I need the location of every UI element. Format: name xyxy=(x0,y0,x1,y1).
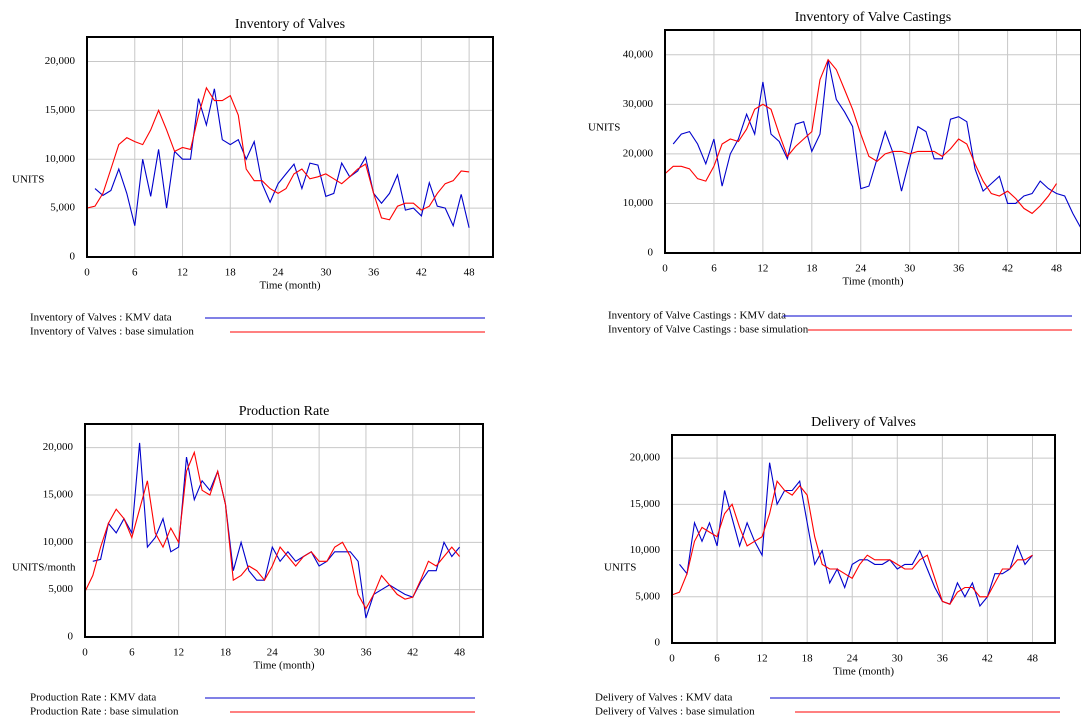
series-line xyxy=(679,462,1033,608)
plot-frame xyxy=(84,423,484,638)
y-tick-label: 0 xyxy=(70,251,76,263)
x-tick-label: 30 xyxy=(314,647,326,659)
y-axis-label: UNITS/month xyxy=(12,562,76,574)
plot-frame xyxy=(664,29,1081,254)
legend-label: Inventory of Valve Castings : KMV data xyxy=(608,310,786,322)
x-tick-label: 0 xyxy=(662,263,668,275)
x-tick-label: 42 xyxy=(1002,263,1013,275)
y-axis-label: UNITS xyxy=(604,562,636,574)
x-tick-label: 24 xyxy=(847,653,859,665)
x-axis-label: Time (month) xyxy=(842,276,903,288)
chart-title: Inventory of Valves xyxy=(235,17,345,32)
x-tick-label: 48 xyxy=(1027,653,1039,665)
x-axis-label: Time (month) xyxy=(833,666,894,678)
y-tick-label: 20,000 xyxy=(43,441,74,453)
x-tick-label: 36 xyxy=(953,263,965,275)
x-axis-label: Time (month) xyxy=(259,280,320,292)
x-tick-label: 0 xyxy=(84,267,90,279)
y-tick-label: 0 xyxy=(655,637,661,649)
chart-title: Inventory of Valve Castings xyxy=(795,10,951,25)
y-tick-label: 40,000 xyxy=(623,48,654,60)
legend-label: Production Rate : KMV data xyxy=(30,692,156,704)
x-tick-label: 12 xyxy=(757,263,768,275)
legend-label: Inventory of Valve Castings : base simul… xyxy=(608,324,809,336)
x-tick-label: 6 xyxy=(714,653,720,665)
x-tick-label: 30 xyxy=(904,263,916,275)
series-line xyxy=(94,88,470,228)
x-tick-label: 30 xyxy=(320,267,332,279)
x-tick-label: 24 xyxy=(273,267,285,279)
series-line xyxy=(85,450,461,610)
y-tick-label: 5,000 xyxy=(48,583,73,595)
x-tick-label: 6 xyxy=(711,263,717,275)
x-tick-label: 18 xyxy=(806,263,818,275)
y-tick-label: 0 xyxy=(648,247,654,259)
plot-frame xyxy=(86,36,494,258)
x-tick-label: 36 xyxy=(368,267,380,279)
y-tick-label: 30,000 xyxy=(623,98,654,110)
x-tick-label: 42 xyxy=(982,653,993,665)
y-tick-label: 10,000 xyxy=(623,197,654,209)
x-tick-label: 24 xyxy=(267,647,279,659)
x-tick-label: 42 xyxy=(407,647,418,659)
series-line xyxy=(92,442,461,619)
x-tick-label: 48 xyxy=(1051,263,1063,275)
series-line xyxy=(665,58,1057,215)
chart-title: Delivery of Valves xyxy=(811,415,916,430)
x-tick-label: 18 xyxy=(802,653,814,665)
x-tick-label: 12 xyxy=(177,267,188,279)
x-tick-label: 48 xyxy=(454,647,466,659)
plot-area xyxy=(672,462,1033,608)
x-tick-label: 0 xyxy=(669,653,675,665)
y-tick-label: 20,000 xyxy=(45,55,76,67)
x-tick-label: 30 xyxy=(892,653,904,665)
y-tick-label: 15,000 xyxy=(43,489,74,501)
y-axis-label: UNITS xyxy=(12,174,44,186)
series-line xyxy=(672,479,1033,605)
x-tick-label: 18 xyxy=(225,267,237,279)
y-tick-label: 10,000 xyxy=(630,544,661,556)
x-tick-label: 42 xyxy=(416,267,427,279)
x-tick-label: 18 xyxy=(220,647,232,659)
y-tick-label: 5,000 xyxy=(50,202,75,214)
x-tick-label: 6 xyxy=(129,647,135,659)
y-axis-label: UNITS xyxy=(588,122,620,134)
legend-label: Delivery of Valves : base simulation xyxy=(595,706,755,718)
x-tick-label: 6 xyxy=(132,267,138,279)
x-tick-label: 12 xyxy=(173,647,184,659)
x-tick-label: 48 xyxy=(464,267,476,279)
x-tick-label: 36 xyxy=(360,647,372,659)
x-tick-label: 36 xyxy=(937,653,949,665)
series-line xyxy=(87,86,470,221)
plot-area xyxy=(665,58,1081,229)
legend-label: Inventory of Valves : base simulation xyxy=(30,326,194,338)
legend-label: Production Rate : base simulation xyxy=(30,706,179,718)
y-tick-label: 10,000 xyxy=(45,153,76,165)
chart-title: Production Rate xyxy=(239,404,330,419)
x-tick-label: 0 xyxy=(82,647,88,659)
y-tick-label: 20,000 xyxy=(623,147,654,159)
legend-label: Inventory of Valves : KMV data xyxy=(30,312,172,324)
x-axis-label: Time (month) xyxy=(253,660,314,672)
series-line xyxy=(672,59,1081,229)
plot-area xyxy=(87,86,470,228)
y-tick-label: 20,000 xyxy=(630,452,661,464)
y-tick-label: 15,000 xyxy=(630,498,661,510)
y-tick-label: 5,000 xyxy=(635,590,660,602)
x-tick-label: 24 xyxy=(855,263,867,275)
x-tick-label: 12 xyxy=(757,653,768,665)
y-tick-label: 10,000 xyxy=(43,536,74,548)
y-tick-label: 15,000 xyxy=(45,104,76,116)
legend-label: Delivery of Valves : KMV data xyxy=(595,692,732,704)
plot-area xyxy=(85,442,461,619)
y-tick-label: 0 xyxy=(68,631,74,643)
plot-frame xyxy=(671,434,1056,644)
